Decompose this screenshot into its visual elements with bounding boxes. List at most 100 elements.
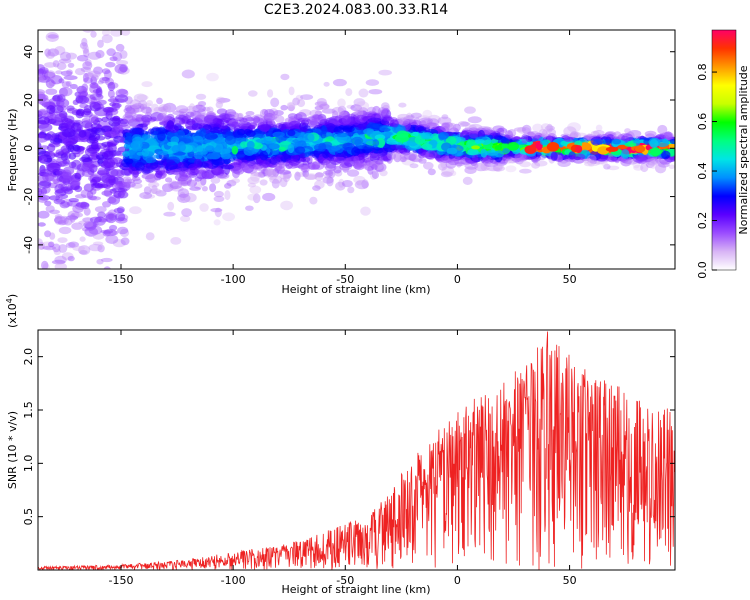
- heatmap-cell: [48, 241, 55, 248]
- heatmap-cell: [39, 101, 50, 106]
- heatmap-cell: [204, 132, 218, 140]
- heatmap-cell: [302, 170, 310, 178]
- heatmap-cell: [165, 177, 173, 183]
- heatmap-cell: [68, 336, 82, 343]
- heatmap-cell: [79, 42, 88, 50]
- heatmap-cell: [259, 123, 270, 132]
- heatmap-cell: [101, 30, 111, 36]
- heatmap-cell: [379, 169, 388, 177]
- heatmap-cell: [177, 193, 191, 203]
- heatmap-cell: [398, 155, 407, 163]
- heatmap-cell: [49, 232, 56, 240]
- heatmap-cell: [89, 101, 97, 108]
- heatmap-cell: [417, 126, 425, 134]
- heatmap-cell: [315, 172, 325, 178]
- heatmap-cell: [161, 105, 169, 111]
- heatmap-cell: [278, 161, 285, 169]
- heatmap-cell: [129, 99, 141, 109]
- heatmap-cell: [589, 150, 602, 161]
- heatmap-cell: [41, 260, 49, 269]
- heatmap-cell: [292, 97, 300, 106]
- heatmap-cell: [351, 147, 360, 157]
- heatmap-cell: [331, 106, 345, 116]
- heatmap-cell: [468, 123, 483, 132]
- heatmap-cell: [109, 56, 118, 62]
- heatmap-cell: [314, 101, 328, 107]
- heatmap-cell: [323, 170, 333, 175]
- heatmap-cell: [82, 30, 94, 33]
- heatmap-cell: [274, 115, 285, 123]
- heatmap-cell: [145, 174, 156, 183]
- heatmap-cell: [199, 127, 207, 137]
- heatmap-cell: [74, 185, 83, 193]
- heatmap-cell: [42, 245, 57, 251]
- heatmap-cell: [288, 104, 295, 112]
- heatmap-cell: [190, 109, 197, 117]
- heatmap-cell: [462, 176, 473, 185]
- heatmap-cell: [54, 214, 63, 220]
- heatmap-cell: [44, 200, 52, 207]
- heatmap-cell: [263, 137, 277, 145]
- heatmap-cell: [151, 184, 158, 194]
- heatmap-cell: [92, 376, 105, 385]
- heatmap-cell: [319, 103, 330, 110]
- heatmap-cell: [110, 157, 123, 165]
- heatmap-cell: [240, 161, 251, 171]
- heatmap-cell: [119, 228, 130, 238]
- heatmap-cell: [85, 332, 97, 341]
- heatmap-cell: [119, 118, 128, 125]
- heatmap-cell: [445, 136, 457, 145]
- heatmap-cell: [563, 136, 574, 143]
- heatmap-cell: [82, 310, 90, 314]
- heatmap-cell: [202, 172, 213, 179]
- heatmap-cell: [117, 187, 128, 193]
- heatmap-cell: [142, 134, 149, 140]
- heatmap-cell: [487, 167, 501, 172]
- heatmap-cell: [409, 163, 419, 169]
- heatmap-cell: [167, 201, 175, 211]
- heatmap-cell: [113, 10, 124, 14]
- heatmap-cell: [57, 237, 68, 244]
- heatmap-cell: [107, 89, 115, 99]
- heatmap-cell: [119, 64, 128, 73]
- heatmap-cell: [277, 169, 291, 175]
- colorbar-tick-label: 0.6: [696, 113, 709, 130]
- heatmap-cell: [645, 158, 655, 169]
- heatmap-cell: [61, 81, 71, 88]
- heatmap-cell: [231, 145, 239, 155]
- heatmap-cell: [61, 128, 76, 138]
- heatmap-cell: [262, 192, 276, 202]
- heatmap-cell: [321, 125, 328, 135]
- heatmap-cell: [95, 50, 105, 59]
- heatmap-cell: [91, 74, 99, 81]
- heatmap-cell: [271, 178, 280, 189]
- heatmap-cell: [170, 237, 182, 245]
- heatmap-cell: [45, 205, 55, 213]
- heatmap-cell: [96, 154, 105, 160]
- heatmap-cell: [296, 137, 306, 141]
- heatmap-cell: [44, 62, 57, 68]
- heatmap-cell: [58, 344, 68, 353]
- heatmap-cell: [206, 106, 214, 114]
- heatmap-cell: [521, 133, 529, 144]
- heatmap-cell: [141, 102, 152, 107]
- heatmap-cell: [442, 122, 453, 128]
- heatmap-cell: [105, 234, 119, 244]
- heatmap-cell: [59, 215, 69, 225]
- heatmap-cell: [338, 178, 345, 188]
- heatmap-cell: [661, 150, 671, 160]
- heatmap-cell: [219, 148, 231, 154]
- heatmap-cell: [286, 102, 296, 112]
- heatmap-cell: [58, 226, 72, 235]
- heatmap-cell: [556, 154, 563, 163]
- heatmap-cell: [253, 133, 265, 139]
- x-tick-label: -100: [221, 273, 246, 286]
- heatmap-cell: [155, 190, 167, 197]
- heatmap-cell: [124, 104, 133, 112]
- heatmap-cell: [66, 105, 75, 111]
- heatmap-cell: [52, 60, 60, 68]
- heatmap-cell: [125, 132, 132, 138]
- heatmap-cell: [60, 0, 71, 4]
- heatmap-cell: [425, 150, 437, 160]
- heatmap-cell: [38, 156, 43, 162]
